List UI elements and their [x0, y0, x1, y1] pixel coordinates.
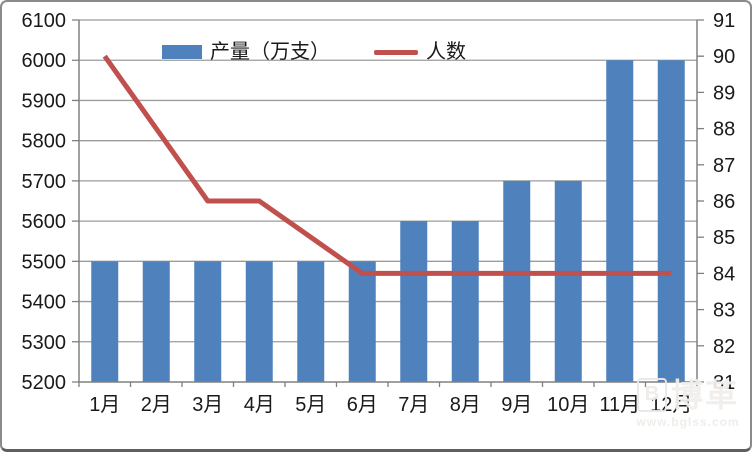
legend-label-production: 产量（万支） — [210, 41, 330, 63]
bar — [245, 261, 273, 382]
x-axis-category-label: 5月 — [295, 394, 326, 416]
x-axis-category-label: 2月 — [141, 394, 172, 416]
right-axis-tick-label: 83 — [713, 300, 735, 322]
right-axis-tick-label: 86 — [713, 191, 735, 213]
left-axis-tick-label: 5400 — [22, 292, 67, 314]
x-axis-category-label: 10月 — [547, 394, 589, 416]
x-axis-category-label: 1月 — [89, 394, 120, 416]
left-axis-tick-label: 5700 — [22, 171, 67, 193]
legend-item-headcount: 人数 — [374, 42, 466, 62]
x-axis-category-label: 11月 — [599, 394, 640, 416]
chart-legend: 产量（万支） 人数 — [162, 42, 466, 62]
bar — [451, 221, 479, 382]
x-axis-category-label: 7月 — [398, 394, 429, 416]
x-axis-category-label: 9月 — [501, 394, 532, 416]
bar — [503, 180, 531, 382]
left-axis-tick-label: 6100 — [22, 10, 67, 32]
right-axis-tick-label: 87 — [713, 155, 735, 177]
bar — [606, 60, 634, 382]
bar — [194, 261, 222, 382]
bar — [297, 261, 325, 382]
bar — [400, 221, 428, 382]
legend-item-production: 产量（万支） — [162, 42, 330, 62]
right-axis-tick-label: 89 — [713, 82, 735, 104]
bar — [348, 261, 376, 382]
x-axis-category-label: 3月 — [192, 394, 223, 416]
bar — [142, 261, 170, 382]
right-axis-tick-label: 82 — [713, 336, 735, 358]
left-axis-tick-label: 5300 — [22, 332, 67, 354]
line-series-swatch — [374, 49, 418, 55]
left-axis-tick-label: 6000 — [22, 50, 67, 72]
x-axis-category-label: 6月 — [347, 394, 378, 416]
right-axis-tick-label: 88 — [713, 119, 735, 141]
right-axis-tick-label: 81 — [713, 372, 735, 394]
bar-series-swatch — [162, 45, 202, 59]
x-axis-category-label: 12月 — [650, 394, 692, 416]
left-axis-tick-label: 5600 — [22, 211, 67, 233]
line-series — [102, 54, 672, 276]
right-axis-tick-label: 90 — [713, 46, 735, 68]
left-axis-tick-label: 5500 — [22, 251, 67, 273]
left-axis-tick-label: 5200 — [22, 372, 67, 394]
x-axis-category-label: 8月 — [450, 394, 481, 416]
bar — [554, 180, 582, 382]
bar — [91, 261, 119, 382]
legend-label-headcount: 人数 — [426, 41, 466, 63]
right-axis-tick-label: 85 — [713, 227, 735, 249]
left-axis-tick-label: 5800 — [22, 131, 67, 153]
x-axis-category-label: 4月 — [244, 394, 275, 416]
left-axis-tick-label: 5900 — [22, 90, 67, 112]
right-axis-tick-label: 91 — [713, 10, 735, 32]
bar — [657, 60, 685, 382]
right-axis-tick-label: 84 — [713, 263, 735, 285]
